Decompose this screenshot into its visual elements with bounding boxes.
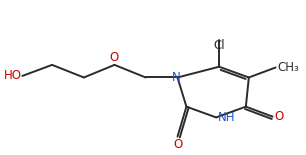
Text: CH₃: CH₃	[278, 61, 299, 74]
Text: O: O	[110, 51, 119, 64]
Text: O: O	[274, 110, 284, 123]
Text: N: N	[172, 71, 181, 84]
Text: Cl: Cl	[213, 39, 225, 52]
Text: O: O	[173, 138, 182, 151]
Text: HO: HO	[3, 69, 21, 82]
Text: NH: NH	[218, 111, 236, 124]
